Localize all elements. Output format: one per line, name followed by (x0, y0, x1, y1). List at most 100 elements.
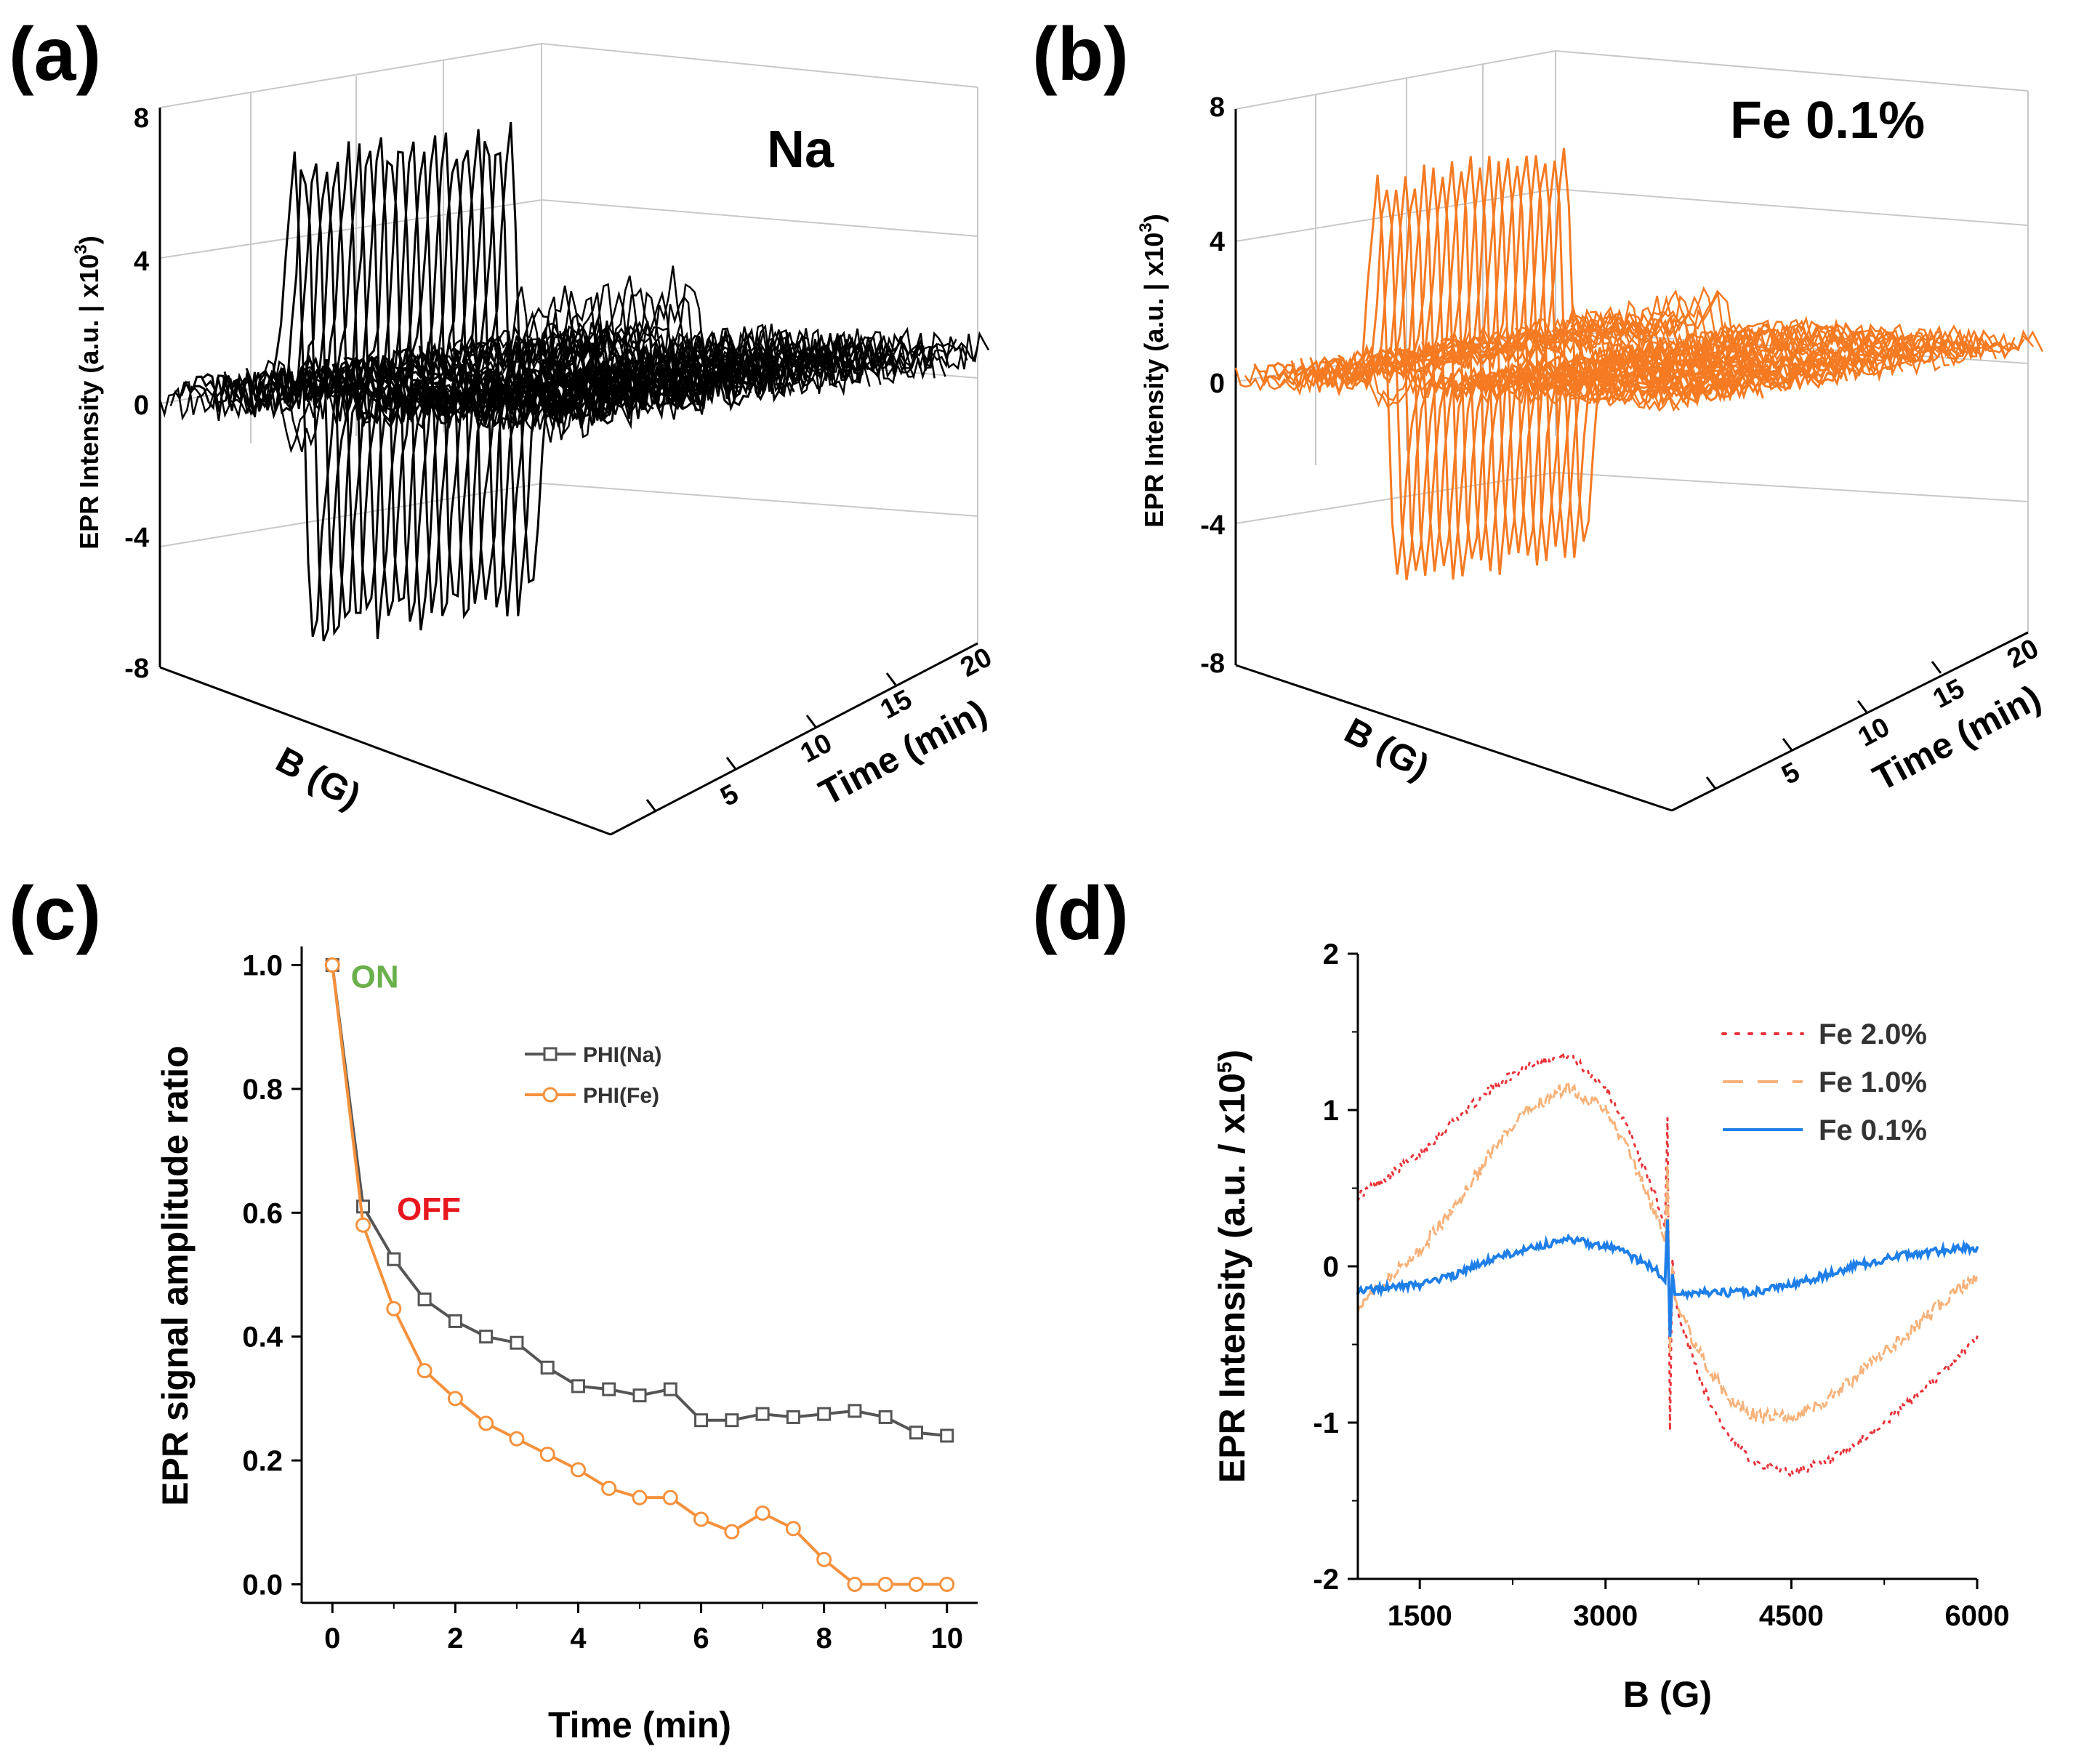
point-phi-na (755, 1407, 770, 1421)
xaxis-c-tick-0: 0 (324, 1623, 340, 1655)
yaxis-d-tick-m2: -2 (1313, 1564, 1339, 1596)
xaxis-c-tick-2: 2 (447, 1623, 463, 1655)
yaxis-b-tick-5: 5 (1777, 757, 1805, 791)
panel-b-xlabel: B (G) (1338, 710, 1436, 788)
panel-c-xlabel: Time (min) (548, 1705, 731, 1745)
point-phi-na (694, 1413, 709, 1428)
point-phi-na (510, 1335, 524, 1350)
legend-fe10-label: Fe 1.0% (1819, 1066, 1927, 1098)
yaxis-a-tick-15: 15 (876, 684, 917, 725)
zaxis-b-tick-m4: -4 (1200, 510, 1225, 541)
point-phi-fe (632, 1489, 648, 1505)
legend-fe01-label: Fe 0.1% (1819, 1114, 1927, 1146)
trace-21 (1431, 160, 1876, 558)
point-phi-fe (539, 1447, 555, 1463)
yaxis-c-tick-0.8: 0.8 (242, 1074, 283, 1106)
zaxis-b-tick-m8: -8 (1200, 648, 1225, 679)
point-phi-fe (355, 1217, 371, 1233)
yaxis-d-tick-2: 2 (1323, 938, 1339, 970)
point-phi-fe (662, 1489, 678, 1505)
trace-7 (1300, 164, 1746, 566)
series-line-Fe 2.0% (1356, 1048, 1979, 1478)
panel-d-yticks: -2 -1 0 1 2 (1313, 938, 1339, 1596)
yaxis-c-tick-0.2: 0.2 (242, 1445, 283, 1477)
yaxis-c-tick-0.0: 0.0 (242, 1569, 283, 1601)
xaxis-d-tick-3000: 3000 (1573, 1600, 1638, 1632)
panel-d: (d) 1500 3000 4500 6000 -2 -1 0 1 2 B (G… (1032, 872, 2009, 1715)
point-phi-fe (324, 957, 340, 973)
panel-c-tickmarks (291, 964, 949, 1613)
yaxis-c-tick-0.4: 0.4 (242, 1322, 283, 1354)
trace-18 (1402, 156, 1848, 561)
point-phi-fe (509, 1431, 525, 1447)
panel-a-zlabel: EPR Intensity (a.u. | x103) (71, 236, 105, 550)
point-phi-fe (908, 1576, 924, 1592)
point-phi-fe (478, 1415, 494, 1431)
trace-0 (1234, 367, 1680, 412)
panel-b-zlabel: EPR Intensity (a.u. | x103) (1136, 214, 1170, 528)
trace-2 (180, 151, 590, 638)
panel-d-legend: Fe 2.0% Fe 1.0% Fe 0.1% (1721, 1018, 1927, 1146)
point-phi-fe (570, 1462, 586, 1478)
panel-a-tickmarks (645, 672, 897, 812)
panel-b-axes (1234, 109, 2029, 812)
point-phi-fe (847, 1576, 863, 1592)
trace-16 (1383, 158, 1830, 556)
panel-b-tickmarks (1705, 661, 1942, 789)
point-phi-fe (877, 1576, 893, 1592)
yaxis-a-tick-5: 5 (716, 779, 744, 813)
panel-b-zticks: 8 4 0 -4 -8 (1200, 92, 1225, 679)
legend-phi-fe-label: PHI(Fe) (583, 1084, 659, 1108)
point-phi-fe (601, 1480, 617, 1496)
point-phi-na (909, 1426, 923, 1440)
panel-c-yticks: 0.0 0.2 0.4 0.6 0.8 1.0 (242, 950, 283, 1601)
point-phi-na (571, 1379, 585, 1394)
yaxis-b-tick-20: 20 (2003, 633, 2044, 675)
point-phi-na (387, 1252, 401, 1266)
xaxis-c-tick-10: 10 (930, 1623, 963, 1655)
off-annotation: OFF (397, 1191, 461, 1227)
point-phi-na (479, 1330, 494, 1344)
panel-a: (a) 8 4 0 -4 -8 EPR Intensity (a.u. | x1… (9, 12, 997, 836)
xaxis-d-tick-4500: 4500 (1759, 1600, 1824, 1632)
panel-b-label: (b) (1032, 12, 1129, 97)
panel-c-series (324, 957, 955, 1592)
legend-phi-fe-marker (542, 1087, 558, 1103)
on-annotation: ON (351, 959, 399, 994)
panel-d-xlabel: B (G) (1623, 1674, 1712, 1715)
yaxis-c-tick-1.0: 1.0 (242, 950, 283, 982)
yaxis-d-tick-m1: -1 (1313, 1407, 1339, 1439)
point-phi-fe (755, 1505, 771, 1521)
point-phi-fe (785, 1521, 801, 1537)
yaxis-a-tick-20: 20 (956, 642, 997, 683)
yaxis-d-tick-0: 0 (1323, 1251, 1339, 1283)
series-line-Fe 1.0% (1356, 1079, 1979, 1426)
panel-d-plot: 1500 3000 4500 6000 -2 -1 0 1 2 B (G) EP… (1212, 938, 2009, 1715)
point-phi-fe (417, 1363, 433, 1379)
panel-a-label: (a) (9, 12, 101, 97)
zaxis-b-tick-4: 4 (1210, 227, 1225, 257)
point-phi-na (786, 1410, 800, 1424)
panel-a-xlabel: B (G) (270, 739, 367, 817)
panel-d-series (1356, 1048, 1979, 1478)
point-phi-na (540, 1360, 555, 1375)
point-phi-na (848, 1404, 862, 1418)
point-phi-fe (724, 1524, 740, 1540)
panel-b-traces (1234, 148, 2044, 581)
zaxis-a-tick-m4: -4 (124, 523, 149, 553)
xaxis-c-tick-4: 4 (570, 1623, 587, 1655)
zaxis-a-tick-m8: -8 (124, 654, 149, 684)
point-phi-na (602, 1382, 616, 1396)
panel-c-xticks: 0 2 4 6 8 10 (324, 1623, 963, 1655)
trace-4 (1272, 189, 1718, 571)
yaxis-c-tick-0.6: 0.6 (242, 1197, 283, 1229)
point-phi-fe (816, 1551, 832, 1567)
trace-31 (494, 283, 904, 430)
legend-phi-na-label: PHI(Na) (583, 1043, 661, 1067)
yaxis-d-tick-1: 1 (1323, 1095, 1339, 1127)
panel-a-axes (158, 108, 978, 836)
panel-a-zticks: 8 4 0 -4 -8 (124, 103, 149, 684)
point-phi-na (725, 1413, 739, 1428)
xaxis-c-tick-8: 8 (816, 1623, 832, 1655)
